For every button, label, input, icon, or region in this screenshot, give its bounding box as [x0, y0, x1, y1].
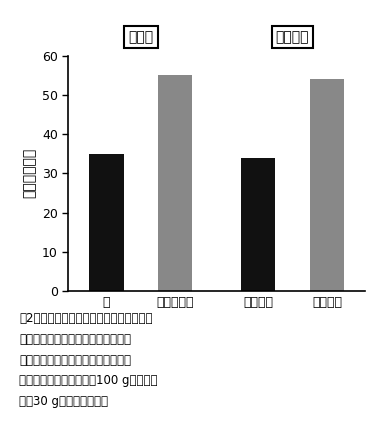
Text: 機械分離: 機械分離 [276, 30, 309, 44]
Bar [89, 154, 124, 291]
Bar [158, 75, 193, 291]
Bar [241, 158, 275, 291]
Text: 離（右）による高比重部および低比: 離（右）による高比重部および低比 [19, 354, 131, 366]
Text: 手分離: 手分離 [128, 30, 154, 44]
Text: 重部の乾重比（手分離：100 g、機械分: 重部の乾重比（手分離：100 g、機械分 [19, 374, 157, 387]
Text: 図2　稲わらの手作業分離（左）による稈: 図2 稲わらの手作業分離（左）による稈 [19, 312, 152, 325]
Text: および葉鷢・葉身の乾重比と機械分: および葉鷢・葉身の乾重比と機械分 [19, 333, 131, 346]
Y-axis label: 乾重比（％）: 乾重比（％） [22, 148, 36, 199]
Text: 離：30 gを用いた結果）: 離：30 gを用いた結果） [19, 395, 108, 407]
Bar [310, 79, 344, 291]
